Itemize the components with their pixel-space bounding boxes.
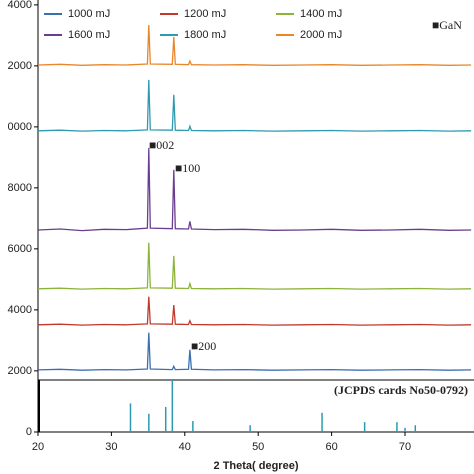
x-axis-label: 2 Theta( degree) <box>214 460 299 472</box>
series-line <box>37 24 472 66</box>
series-line <box>37 296 472 326</box>
series-line <box>37 242 472 290</box>
x-tick-label: 60 <box>325 441 337 453</box>
annotation: ■100 <box>175 161 200 175</box>
y-tick-label: 4000 <box>8 304 32 316</box>
legend-label: 2000 mJ <box>300 29 342 41</box>
x-tick-label: 30 <box>105 441 117 453</box>
x-tick-label: 70 <box>399 441 411 453</box>
annotation: ■002 <box>149 138 174 152</box>
y-tick-label: 2000 <box>8 60 32 72</box>
y-tick-label: 2000 <box>8 365 32 377</box>
legend-label: 1200 mJ <box>184 8 226 20</box>
y-tick-label: 6000 <box>8 243 32 255</box>
series-line <box>37 332 472 371</box>
series-line <box>37 147 472 232</box>
legend-label: 1600 mJ <box>68 29 110 41</box>
legend-label: 1400 mJ <box>300 8 342 20</box>
x-tick-label: 50 <box>252 441 264 453</box>
x-tick-label: 20 <box>32 441 44 453</box>
annotation: (JCPDS cards No50-0792) <box>334 383 468 397</box>
y-tick-label: 0 <box>26 426 32 438</box>
legend-label: 1000 mJ <box>68 8 110 20</box>
legend-label: 1800 mJ <box>184 29 226 41</box>
series-line <box>37 79 472 132</box>
y-tick-label: 8000 <box>8 182 32 194</box>
y-tick-label: 0000 <box>8 121 32 133</box>
x-tick-label: 40 <box>179 441 191 453</box>
y-tick-label: 4000 <box>8 0 32 11</box>
annotation: ■GaN <box>432 18 462 32</box>
annotation: ■200 <box>191 339 216 353</box>
